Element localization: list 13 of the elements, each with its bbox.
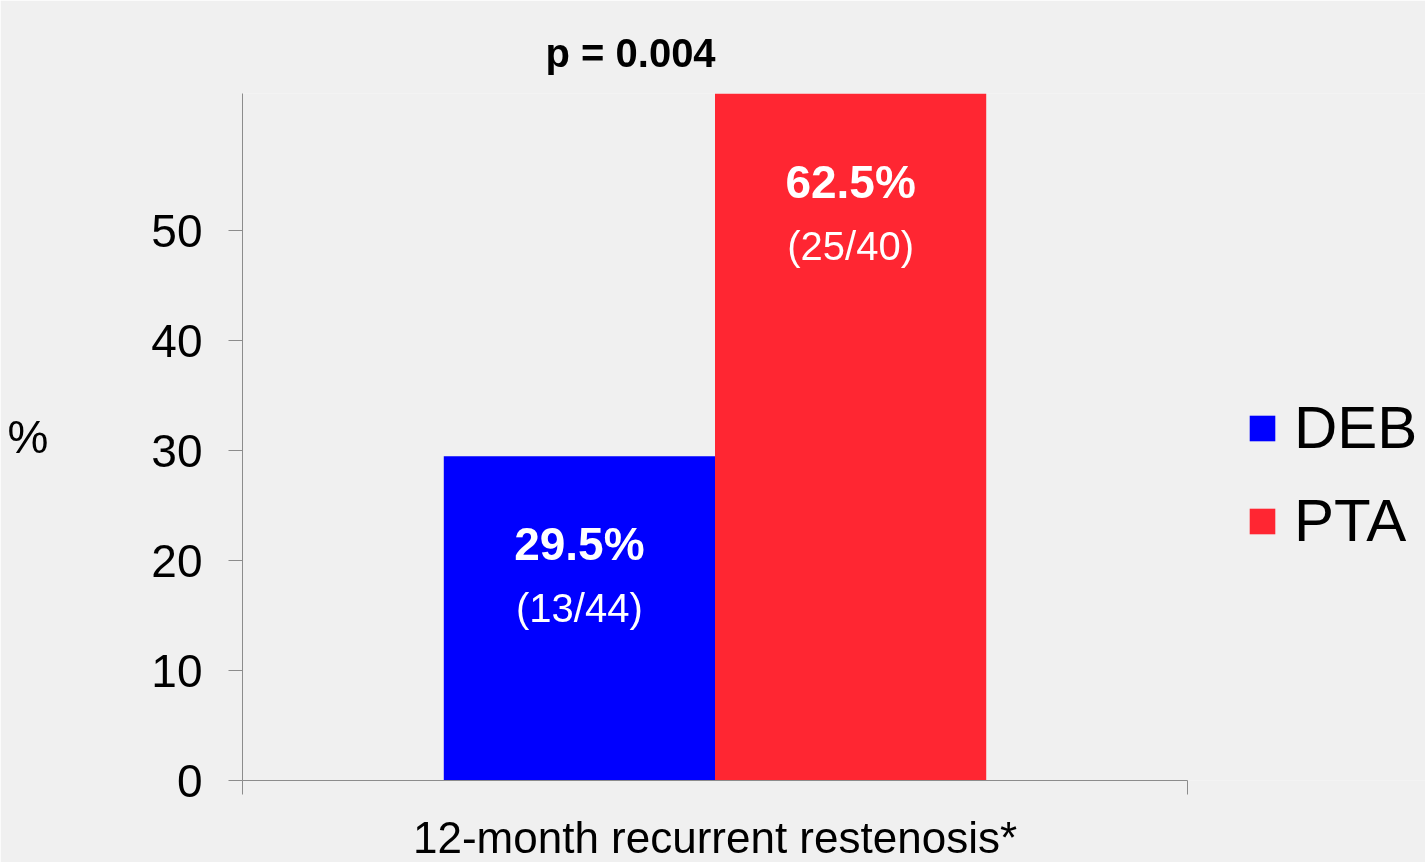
y-tick-label: 40 (151, 314, 203, 367)
y-tick-label: 50 (151, 204, 203, 257)
legend-label: DEB (1294, 393, 1418, 462)
y-tick-label: 10 (151, 644, 203, 697)
data-label: 62.5% (25/40) (785, 155, 916, 268)
y-tick-label: 20 (151, 534, 203, 587)
chart-title: p = 0.004 (545, 30, 717, 75)
x-tick-label: 12-month recurrent restenosis* (412, 812, 1018, 862)
y-tick-label: 30 (151, 424, 203, 477)
legend-label: PTA (1294, 486, 1407, 555)
y-axis-title: % (7, 411, 49, 463)
y-tick-label: 0 (176, 754, 203, 807)
data-label: 29.5% (13/44) (514, 518, 645, 631)
